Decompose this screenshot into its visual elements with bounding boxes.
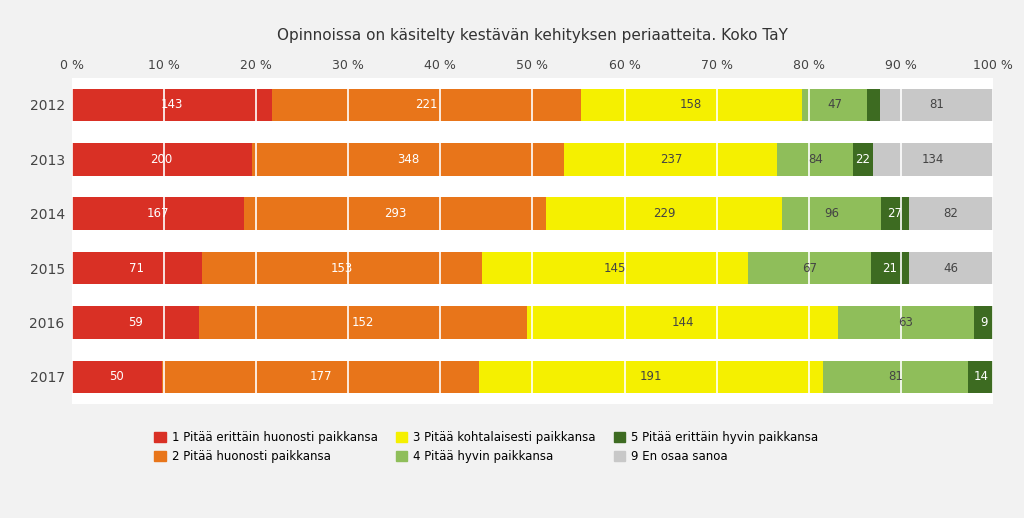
Text: 50: 50 (110, 370, 124, 383)
Bar (546, 197, 782, 230)
Title: Opinnoissa on käsitelty kestävän kehityksen periaatteita. Koko TaY: Opinnoissa on käsitelty kestävän kehityk… (278, 27, 787, 42)
Text: 22: 22 (855, 153, 870, 166)
Text: 153: 153 (331, 262, 353, 275)
Bar (872, 143, 993, 176)
Bar (199, 306, 527, 339)
Text: 134: 134 (922, 153, 944, 166)
Bar (908, 197, 993, 230)
Text: 200: 200 (151, 153, 173, 166)
Bar (853, 143, 872, 176)
Bar (72, 143, 252, 176)
Text: 96: 96 (824, 207, 839, 220)
Text: 191: 191 (640, 370, 663, 383)
Bar (202, 252, 482, 284)
Bar (867, 89, 880, 121)
Bar (72, 306, 199, 339)
Text: 47: 47 (827, 98, 842, 111)
Bar (974, 306, 993, 339)
Bar (527, 306, 838, 339)
Bar (72, 89, 271, 121)
Bar (271, 89, 581, 121)
Text: 67: 67 (802, 262, 817, 275)
Bar (72, 361, 162, 393)
Text: 229: 229 (652, 207, 675, 220)
Bar (748, 252, 870, 284)
Text: 9: 9 (980, 316, 987, 329)
Bar (909, 252, 993, 284)
Text: 21: 21 (883, 262, 897, 275)
Bar (564, 143, 777, 176)
Bar (777, 143, 853, 176)
Bar (968, 361, 993, 393)
Legend: 1 Pitää erittäin huonosti paikkansa, 2 Pitää huonosti paikkansa, 3 Pitää kohtala: 1 Pitää erittäin huonosti paikkansa, 2 P… (150, 426, 823, 468)
Text: 167: 167 (146, 207, 169, 220)
Bar (880, 89, 993, 121)
Text: 46: 46 (944, 262, 958, 275)
Bar (802, 89, 867, 121)
Bar (870, 252, 909, 284)
Text: 63: 63 (898, 316, 913, 329)
Bar (782, 197, 881, 230)
Bar (838, 306, 974, 339)
Text: 177: 177 (309, 370, 332, 383)
Text: 152: 152 (352, 316, 374, 329)
Text: 143: 143 (161, 98, 183, 111)
Text: 84: 84 (808, 153, 822, 166)
Bar (581, 89, 802, 121)
Bar (244, 197, 546, 230)
Bar (162, 361, 479, 393)
Text: 293: 293 (384, 207, 407, 220)
Text: 71: 71 (129, 262, 144, 275)
Bar (479, 361, 822, 393)
Text: 14: 14 (973, 370, 988, 383)
Text: 221: 221 (415, 98, 437, 111)
Text: 158: 158 (680, 98, 702, 111)
Text: 82: 82 (943, 207, 958, 220)
Bar (881, 197, 908, 230)
Bar (252, 143, 564, 176)
Bar (72, 197, 244, 230)
Bar (482, 252, 748, 284)
Bar (822, 361, 968, 393)
Bar (72, 252, 202, 284)
Text: 59: 59 (128, 316, 142, 329)
Text: 81: 81 (888, 370, 903, 383)
Text: 144: 144 (672, 316, 693, 329)
Text: 27: 27 (888, 207, 902, 220)
Text: 348: 348 (397, 153, 419, 166)
Text: 237: 237 (659, 153, 682, 166)
Text: 145: 145 (604, 262, 626, 275)
Text: 81: 81 (929, 98, 944, 111)
